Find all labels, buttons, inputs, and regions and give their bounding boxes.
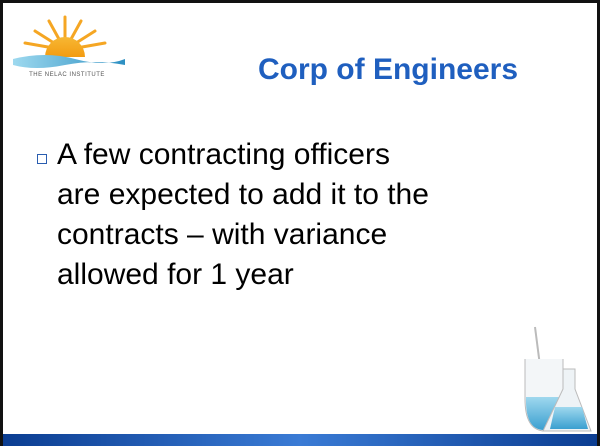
bullet: A few contracting officers are expected … <box>31 135 429 295</box>
slide-title: Corp of Engineers <box>173 53 600 87</box>
bottom-bar <box>3 434 597 446</box>
slide: THE NELAC INSTITUTE Corp of Engineers A … <box>0 0 600 446</box>
bullet-line: A few contracting officers <box>31 135 429 175</box>
logo-text: THE NELAC INSTITUTE <box>29 72 105 78</box>
flask-illustration <box>503 319 593 439</box>
bullet-line: contracts – with variance <box>31 215 429 255</box>
bullet-line: are expected to add it to the <box>31 175 429 215</box>
bullet-marker <box>37 154 47 164</box>
logo: THE NELAC INSTITUTE <box>5 5 135 95</box>
bullet-line: allowed for 1 year <box>31 255 429 295</box>
